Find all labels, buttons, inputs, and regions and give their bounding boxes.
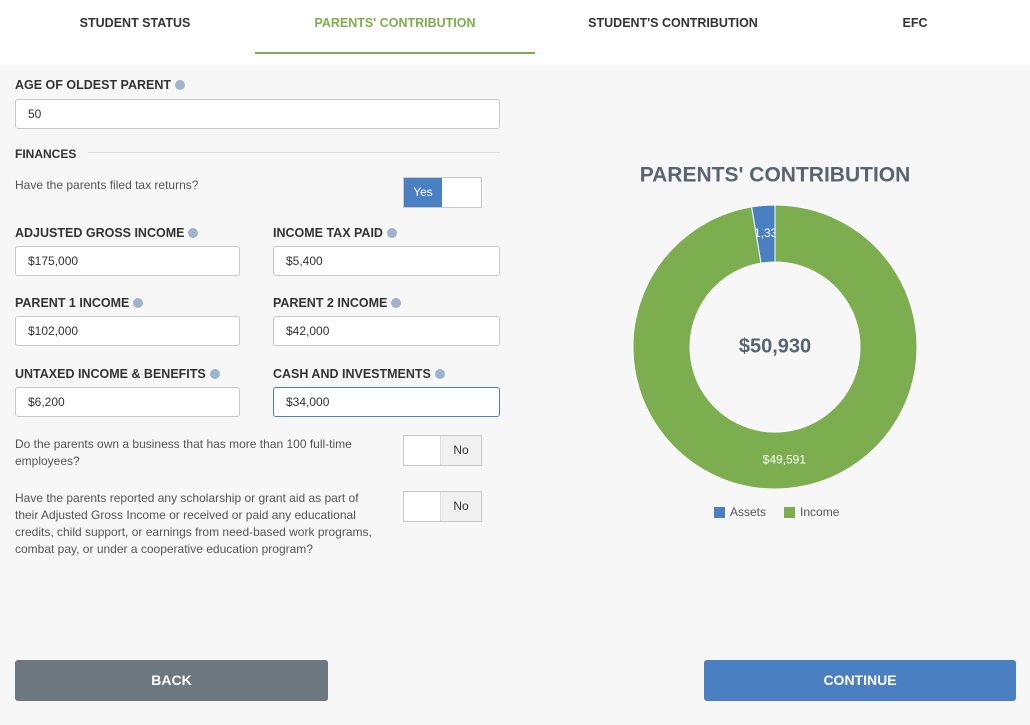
field-label: INCOME TAX PAID xyxy=(273,226,397,240)
legend-swatch xyxy=(714,507,725,518)
text-input[interactable]: 50 xyxy=(15,99,500,129)
tab[interactable]: EFC xyxy=(902,16,928,30)
field-label: PARENT 2 INCOME xyxy=(273,296,401,310)
continue-button[interactable]: CONTINUE xyxy=(704,660,1016,701)
toggle-on: Yes xyxy=(404,178,442,207)
question: Have the parents filed tax returns? xyxy=(15,178,199,192)
text-input[interactable]: $6,200 xyxy=(15,387,240,417)
back-button[interactable]: BACK xyxy=(15,660,328,701)
field-label: CASH AND INVESTMENTS xyxy=(273,367,445,381)
value-label: $1,339 xyxy=(747,226,784,240)
question: Do the parents own a business that has m… xyxy=(15,437,352,468)
field-label: ADJUSTED GROSS INCOME xyxy=(15,226,198,240)
text-input[interactable]: $5,400 xyxy=(273,246,500,276)
toggle[interactable]: Yes xyxy=(403,177,482,208)
label-text: INCOME TAX PAID xyxy=(273,226,397,240)
tab[interactable]: STUDENT'S CONTRIBUTION xyxy=(588,16,758,30)
text-input[interactable]: $102,000 xyxy=(15,316,240,346)
donut-segment xyxy=(751,204,776,264)
field-label: UNTAXED INCOME & BENEFITS xyxy=(15,367,220,381)
toggle[interactable]: No xyxy=(403,435,482,466)
section-heading: FINANCES xyxy=(15,147,77,161)
legend-swatch xyxy=(784,507,796,518)
legend-label: Income xyxy=(800,505,840,519)
toggle[interactable]: No xyxy=(403,491,482,522)
tab[interactable]: STUDENT STATUS xyxy=(79,16,191,30)
value-label: $49,591 xyxy=(763,452,807,466)
label-text: PARENT 1 INCOME xyxy=(15,296,143,310)
label-text: AGE OF OLDEST PARENT xyxy=(15,78,185,92)
label-text: PARENT 2 INCOME xyxy=(273,296,401,310)
text-input[interactable]: $34,000 xyxy=(273,387,500,417)
field-label: AGE OF OLDEST PARENT xyxy=(15,78,185,92)
chart: PARENTS' CONTRIBUTION $50,930 $49,591 $1,… xyxy=(632,164,918,519)
legend-label: Assets xyxy=(730,505,766,519)
tab-bar: STUDENT STATUS PARENTS' CONTRIBUTION STU… xyxy=(0,0,1030,65)
center-label: $50,930 xyxy=(739,335,811,357)
toggle-off: No xyxy=(440,436,481,465)
tab-active[interactable]: PARENTS' CONTRIBUTION xyxy=(314,16,476,30)
chart-title: PARENTS' CONTRIBUTION xyxy=(640,164,911,187)
field-label: PARENT 1 INCOME xyxy=(15,296,143,310)
toggle-off: No xyxy=(440,492,481,521)
divider xyxy=(88,152,500,153)
question: Have the parents reported any scholarshi… xyxy=(15,491,372,556)
text-input[interactable]: $175,000 xyxy=(15,246,240,276)
tab-underline xyxy=(255,52,535,54)
donut-segment xyxy=(632,204,918,490)
label-text: CASH AND INVESTMENTS xyxy=(273,367,445,381)
label-text: UNTAXED INCOME & BENEFITS xyxy=(15,367,220,381)
text-input[interactable]: $42,000 xyxy=(273,316,500,346)
label-text: ADJUSTED GROSS INCOME xyxy=(15,226,198,240)
